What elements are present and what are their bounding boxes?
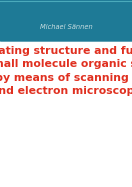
Text: Correlating structure and function
in small molecule organic solar
cells by mean: Correlating structure and function in sm… <box>0 46 132 96</box>
Bar <box>0 0 132 41</box>
Text: Michael Sännen: Michael Sännen <box>40 24 92 30</box>
